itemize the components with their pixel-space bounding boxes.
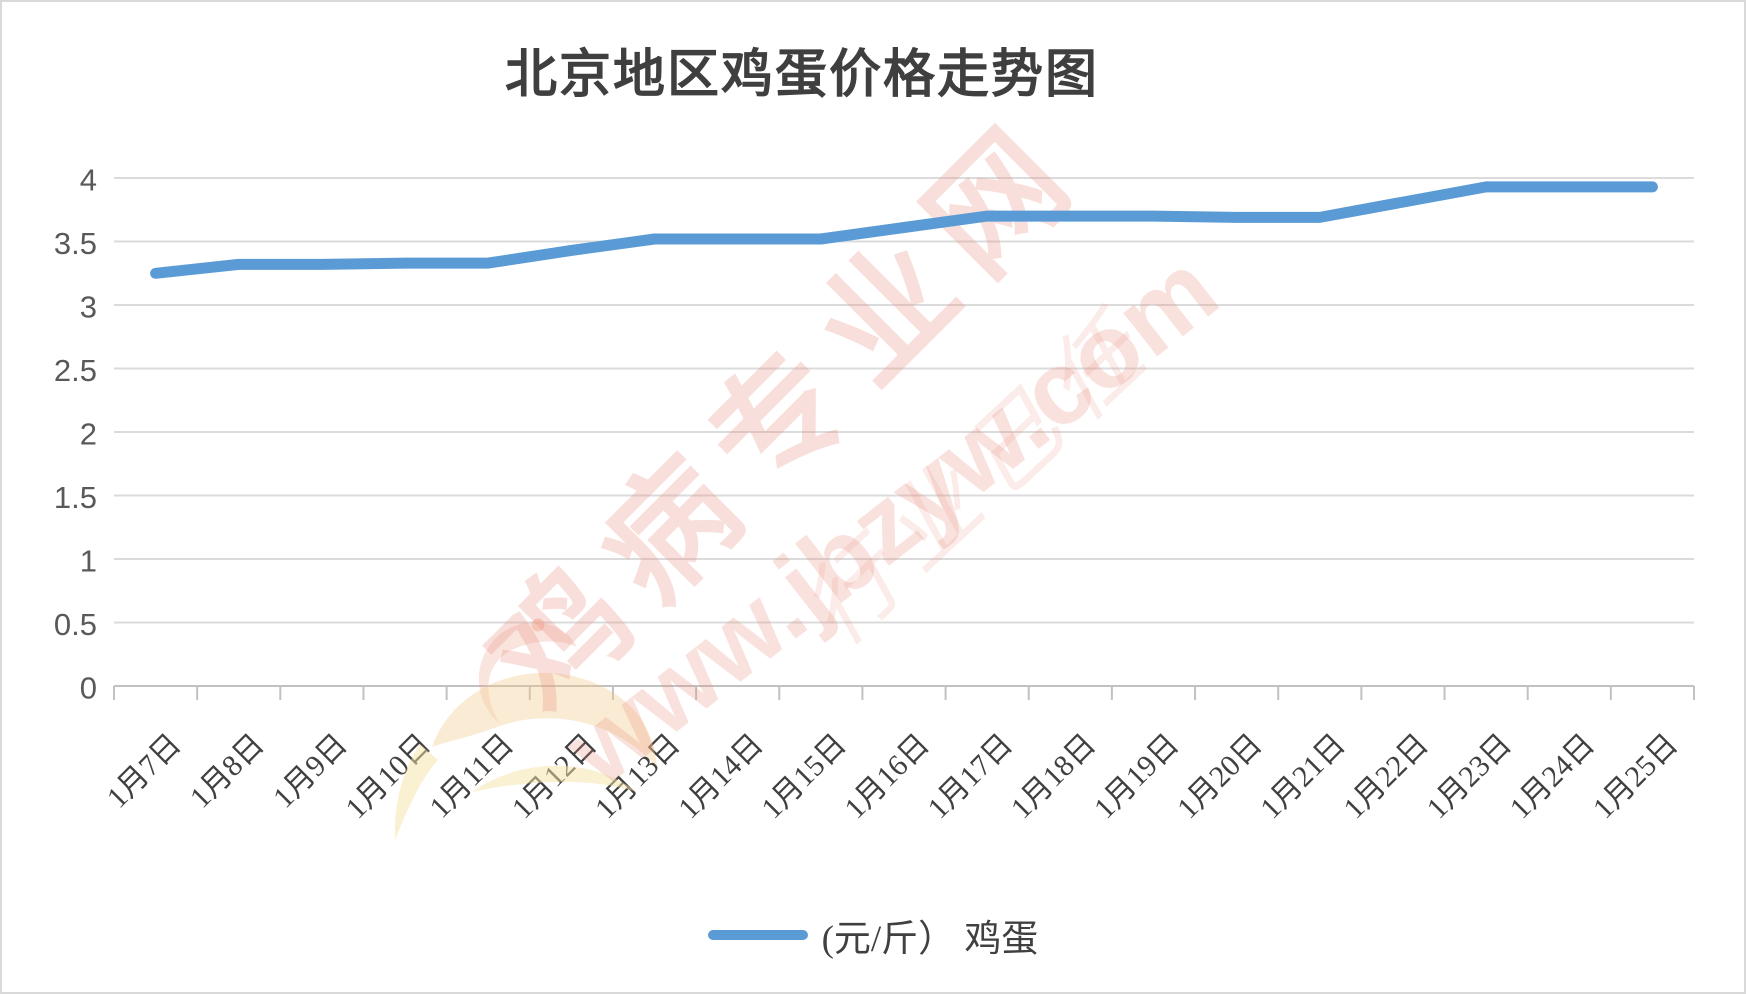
egg-price-series-line: [150, 181, 1658, 279]
x-axis-tick-label: 1月7日: [101, 728, 188, 815]
gridlines-group: [113, 177, 1695, 700]
x-axis-tick-label: 1月24日: [1504, 728, 1602, 826]
y-axis-tick-label: 0.5: [54, 607, 97, 642]
bird-eye: [531, 618, 545, 632]
x-axis-tick-label: 1月23日: [1420, 728, 1518, 826]
series-group: [150, 181, 1658, 279]
chart-title: 北京地区鸡蛋价格走势图: [504, 47, 1099, 104]
x-axis-tick-label: 1月15日: [755, 728, 853, 826]
legend: (元/斤） 鸡蛋: [2, 908, 1744, 962]
x-axis-tick-label: 1月25日: [1587, 728, 1685, 826]
y-axis-tick-label: 1: [80, 544, 97, 579]
y-axis-tick-label: 3: [80, 290, 97, 325]
y-axis-tick-label: 2: [80, 417, 97, 452]
y-axis-tick-label: 3.5: [54, 226, 97, 261]
x-axis-tick-label: 1月19日: [1088, 728, 1186, 826]
x-axis-tick-label: 1月18日: [1005, 728, 1103, 826]
bird-logo-icon: [394, 618, 657, 840]
legend-line-swatch: [707, 930, 808, 940]
x-axis-tick-label: 1月20日: [1171, 728, 1269, 826]
x-axis-tick-label: 1月8日: [184, 728, 271, 815]
x-axis-tick-label: 1月22日: [1337, 728, 1435, 826]
x-axis-tick-label: 1月21日: [1254, 728, 1352, 826]
y-axis-tick-label: 1.5: [54, 480, 97, 515]
legend-series-label: (元/斤） 鸡蛋: [821, 919, 1039, 960]
y-axis-tick-label: 4: [80, 163, 97, 198]
y-axis-tick-label: 0: [80, 671, 97, 706]
x-axis-tick-label: 1月17日: [922, 728, 1020, 826]
watermark: 鸡病专业网 www.jbzyw.com 行业己任: [394, 91, 1238, 840]
x-axis-tick-label: 1月16日: [838, 728, 936, 826]
y-axis-tick-label: 2.5: [54, 353, 97, 388]
